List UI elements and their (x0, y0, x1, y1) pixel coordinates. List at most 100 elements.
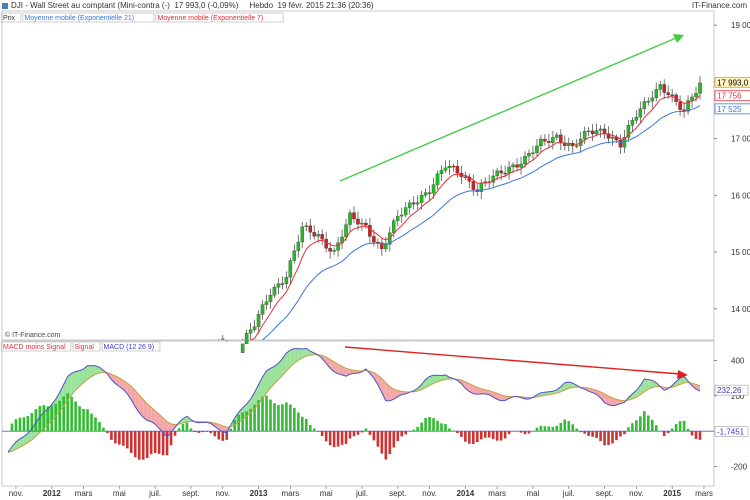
macd-hist-33 (137, 431, 141, 460)
x-tick-6: nov. (215, 489, 230, 498)
x-tick-18: nov. (629, 489, 644, 498)
brand: IT-Finance.com (691, 1, 747, 10)
macd-hist-46 (189, 428, 193, 432)
macd-hist-152 (611, 431, 614, 444)
macd-hist-160 (643, 411, 646, 432)
macd-hist-22 (94, 417, 97, 432)
macd-fill-150 (604, 393, 609, 405)
macd-fill-18 (79, 368, 84, 387)
macd-hist-27 (114, 431, 117, 444)
macd-badge-0: 232,26 (717, 386, 742, 395)
last-price: 17 993,0 (-0,09%) (174, 1, 239, 10)
macd-hist-157 (631, 423, 634, 432)
macd-hist-31 (129, 431, 133, 453)
macd-fill-161 (648, 379, 653, 390)
candle-61 (248, 329, 253, 334)
macd-hist-26 (110, 431, 113, 440)
candle-105 (423, 192, 428, 196)
macd-hist-111 (448, 428, 451, 432)
x-tick-10: juil. (355, 489, 368, 498)
macd-hist-108 (436, 420, 439, 432)
macd-hist-64 (261, 396, 264, 432)
x-tick-2: mars (75, 489, 93, 498)
candle-140 (563, 142, 567, 146)
macd-hist-30 (126, 431, 129, 449)
macd-fill-118 (477, 387, 482, 395)
macd-hist-167 (670, 428, 674, 432)
candle-145 (582, 131, 587, 140)
macd-fill-124 (501, 394, 506, 401)
macd-fill-16 (71, 371, 76, 395)
macd-trend-line (344, 346, 681, 375)
candle-108 (435, 173, 440, 185)
macd-hist-56 (229, 428, 233, 432)
macd-line (7, 347, 701, 453)
macd-hist-155 (623, 431, 626, 435)
price-legend-box-0 (1, 12, 22, 23)
candle-136 (547, 141, 551, 143)
macd-ytick-0: 400 (731, 356, 745, 365)
candle-161 (646, 101, 651, 103)
candle-83 (336, 242, 340, 251)
macd-hist-103 (416, 426, 419, 432)
candle-125 (503, 172, 507, 175)
candle-113 (455, 165, 460, 174)
candle-128 (515, 164, 519, 168)
macd-hist-7 (34, 409, 38, 432)
x-tick-1: 2012 (43, 489, 61, 498)
candle-94 (380, 242, 384, 250)
candle-85 (344, 224, 348, 238)
candle-65 (264, 301, 269, 305)
macd-fill-172 (692, 383, 697, 390)
macd-hist-116 (468, 431, 471, 444)
candle-167 (670, 94, 674, 96)
price-ytick-0: 14 000 (731, 305, 750, 314)
macd-hist-147 (591, 431, 594, 437)
macd-trend-arrowhead (677, 370, 688, 379)
macd-hist-59 (241, 412, 244, 432)
candle-171 (686, 100, 690, 112)
candle-164 (658, 84, 662, 90)
macd-hist-156 (627, 427, 630, 432)
macd-hist-159 (639, 416, 642, 432)
candle-68 (276, 283, 281, 288)
x-tick-0: nov. (9, 489, 24, 498)
macd-fill-83 (338, 364, 343, 375)
candle-146 (586, 130, 591, 133)
macd-hist-79 (320, 431, 324, 436)
macd-hist-35 (145, 431, 149, 459)
price-ytick-2: 16 000 (731, 191, 750, 200)
macd-hist-20 (86, 409, 89, 432)
candle-111 (447, 165, 452, 169)
macd-fill-70 (286, 350, 291, 371)
macd-fill-36 (151, 407, 156, 425)
macd-hist-4 (22, 417, 26, 432)
candle-106 (427, 192, 432, 194)
macd-legend-box-0 (1, 341, 72, 352)
x-tick-17: sept. (596, 489, 613, 498)
macd-ytick-1: 200 (731, 392, 745, 401)
macd-legend-2: MACD (12 26 9) (104, 344, 155, 351)
macd-fill-66 (270, 366, 275, 389)
macd-hist-110 (444, 424, 447, 432)
x-tick-7: 2013 (250, 489, 268, 498)
macd-hist-105 (424, 417, 427, 432)
macd-fill-140 (564, 382, 569, 391)
macd-hist-63 (257, 400, 260, 432)
macd-fill-44 (182, 416, 187, 424)
timestamp: 19 févr. 2015 21:36 (20:36) (277, 1, 374, 10)
candle-100 (403, 207, 408, 216)
macd-hist-29 (122, 431, 125, 446)
macd-hist-54 (221, 431, 225, 441)
macd-hist-117 (472, 431, 475, 444)
candle-131 (527, 153, 531, 157)
macd-hist-69 (281, 404, 284, 432)
macd-fill-22 (95, 365, 100, 375)
x-tick-12: nov. (422, 489, 437, 498)
price-badge-box-2 (714, 103, 750, 115)
macd-hist-48 (197, 431, 201, 433)
candle-79 (320, 234, 324, 240)
macd-fill-73 (298, 348, 303, 361)
candle-137 (551, 137, 555, 143)
